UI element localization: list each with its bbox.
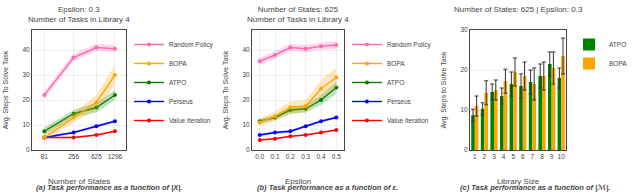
svg-text:ATPO: ATPO	[609, 41, 626, 48]
svg-text:0.0: 0.0	[255, 153, 264, 160]
svg-text:0.4: 0.4	[316, 153, 325, 160]
svg-text:Value Iteration: Value Iteration	[169, 117, 211, 124]
svg-text:8: 8	[540, 153, 544, 160]
svg-text:10: 10	[22, 121, 30, 128]
svg-text:Avg. Steps To Solve Task: Avg. Steps To Solve Task	[222, 50, 230, 129]
svg-text:0.2: 0.2	[286, 153, 295, 160]
svg-text:BOPA: BOPA	[169, 60, 187, 67]
svg-text:BOPA: BOPA	[609, 60, 627, 67]
svg-text:(b) Task performance as a func: (b) Task performance as a function of ε.	[257, 183, 398, 192]
svg-text:30: 30	[460, 26, 468, 33]
svg-text:Number of States: Number of States	[48, 177, 110, 186]
svg-text:625: 625	[91, 153, 102, 160]
svg-text:0.3: 0.3	[301, 153, 310, 160]
svg-text:Epsilon: 0.3Number of Tasks in: Epsilon: 0.3Number of Tasks in Library 4	[28, 5, 130, 24]
svg-text:20: 20	[460, 66, 468, 73]
svg-text:20: 20	[22, 96, 30, 103]
svg-text:0: 0	[246, 146, 250, 153]
svg-text:10: 10	[460, 106, 468, 113]
svg-text:7: 7	[531, 153, 535, 160]
svg-text:1296: 1296	[108, 153, 123, 160]
svg-text:Library Size: Library Size	[497, 177, 540, 186]
svg-text:40: 40	[22, 46, 30, 53]
svg-text:40: 40	[242, 46, 250, 53]
svg-text:0.5: 0.5	[332, 153, 341, 160]
svg-text:10: 10	[558, 153, 566, 160]
svg-text:9: 9	[550, 153, 554, 160]
svg-text:Number of States: 625Number of: Number of States: 625Number of Tasks in …	[247, 5, 349, 24]
svg-text:Random Policy: Random Policy	[169, 41, 213, 49]
svg-text:BOPA: BOPA	[387, 60, 405, 67]
svg-text:(c) Task performance as a func: (c) Task performance as a function of |ℳ…	[460, 183, 610, 192]
svg-text:2: 2	[483, 153, 487, 160]
svg-text:1: 1	[473, 153, 477, 160]
svg-text:5: 5	[511, 153, 515, 160]
svg-text:0: 0	[464, 146, 468, 153]
svg-text:Number of States: 625 | Epsilo: Number of States: 625 | Epsilon: 0.3	[454, 5, 583, 14]
svg-text:ATPO: ATPO	[169, 79, 186, 86]
svg-text:10: 10	[242, 121, 250, 128]
svg-text:3: 3	[492, 153, 496, 160]
svg-text:81: 81	[41, 153, 49, 160]
svg-text:6: 6	[521, 153, 525, 160]
svg-text:30: 30	[22, 71, 30, 78]
svg-text:Epsilon: Epsilon	[285, 177, 311, 186]
svg-text:0: 0	[26, 146, 30, 153]
svg-text:Perseus: Perseus	[387, 98, 412, 105]
svg-text:0.1: 0.1	[270, 153, 279, 160]
svg-text:4: 4	[502, 153, 506, 160]
svg-text:Random Policy: Random Policy	[387, 41, 431, 49]
svg-text:256: 256	[68, 153, 79, 160]
svg-text:Avg. Steps To Solve Task: Avg. Steps To Solve Task	[2, 50, 10, 129]
svg-text:(a) Task performance as a func: (a) Task performance as a function of |X…	[36, 183, 182, 192]
svg-text:20: 20	[242, 96, 250, 103]
svg-text:Value Iteration: Value Iteration	[387, 117, 429, 124]
svg-text:ATPO: ATPO	[387, 79, 404, 86]
svg-text:Avg. Steps to Solve Task: Avg. Steps to Solve Task	[440, 51, 448, 129]
svg-text:Perseus: Perseus	[169, 98, 194, 105]
svg-text:30: 30	[242, 71, 250, 78]
